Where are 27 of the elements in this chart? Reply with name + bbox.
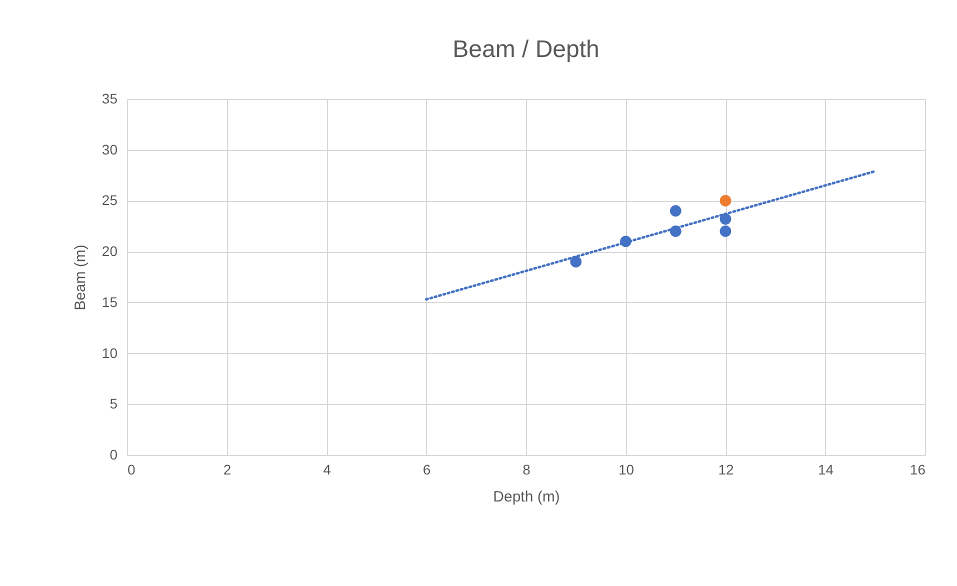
x-tick-label: 4: [323, 462, 332, 478]
x-axis-title: Depth (m): [493, 488, 560, 506]
y-axis-title: Beam (m): [72, 244, 89, 310]
y-tick-label: 15: [102, 294, 118, 310]
y-tick-label: 35: [102, 90, 118, 106]
y-tick-label: 10: [102, 344, 118, 361]
point: [670, 226, 682, 237]
y-tick-label: 30: [102, 141, 118, 158]
chart-title: Beam / Depth: [452, 36, 600, 63]
point: [720, 226, 732, 237]
point: [570, 256, 582, 268]
y-tick-label: 20: [102, 243, 118, 260]
x-tick-label: 16: [910, 462, 926, 478]
x-tick-label: 6: [422, 462, 431, 478]
x-tick-label: 8: [522, 462, 531, 478]
x-tick-label: 12: [718, 462, 734, 478]
point: [620, 236, 632, 248]
point: [720, 213, 732, 225]
x-tick-label: 0: [128, 462, 136, 478]
y-tick-label: 5: [110, 396, 118, 412]
y-tick-label: 0: [110, 446, 118, 462]
x-tick-label: 10: [618, 462, 634, 478]
x-tick-label: 2: [223, 462, 232, 478]
point: [670, 205, 682, 217]
x-tick-label: 14: [818, 462, 834, 478]
y-tick-label: 25: [102, 192, 118, 208]
point: [720, 195, 732, 206]
